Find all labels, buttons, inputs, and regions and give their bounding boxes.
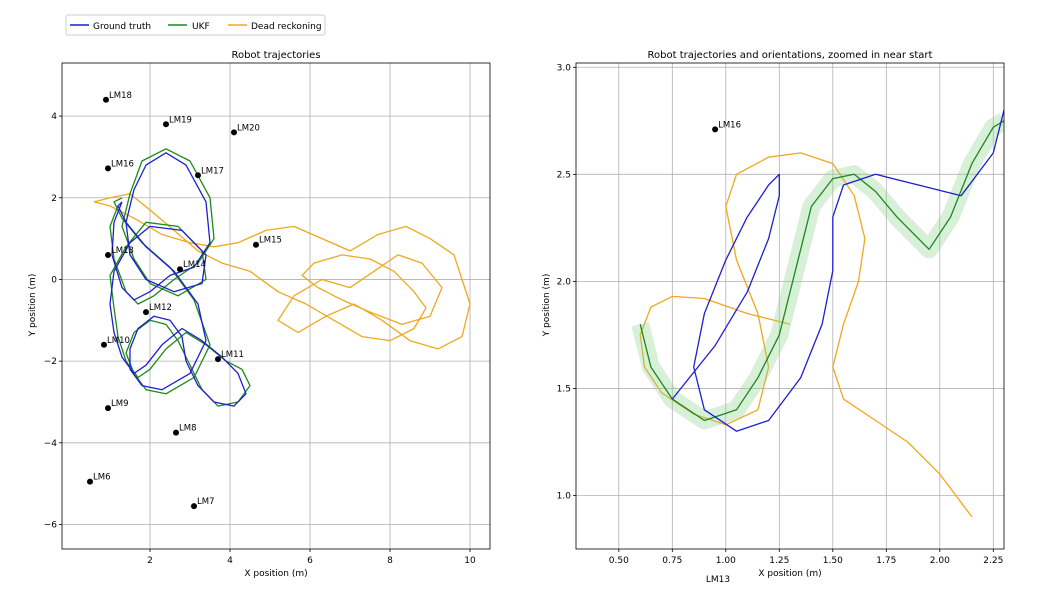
chart-left: Robot trajectories X position (m) Y posi… [28, 50, 491, 579]
chart-left-landmark-label-lm14: LM14 [183, 260, 206, 270]
chart-right-x-tick-label: 1.25 [769, 556, 789, 566]
chart-right-y-tick-label: 2.0 [557, 277, 572, 287]
chart-right-x-tick-label: 0.75 [662, 556, 682, 566]
chart-left-axes-frame [61, 62, 491, 550]
chart-right-axes-frame [575, 62, 1005, 550]
chart-left-landmark-lm8 [173, 429, 179, 436]
legend-label-dead-reckoning: Dead reckoning [251, 22, 322, 32]
legend-label-ukf: UKF [192, 22, 210, 32]
chart-left-landmark-label-lm10: LM10 [107, 336, 130, 346]
chart-left-landmark-label-lm15: LM15 [259, 236, 282, 246]
chart-right-x-axis-label: X position (m) [758, 569, 821, 579]
landmark-label-lm13-outside: LM13 [706, 575, 730, 585]
chart-left-y-tick-label: 4 [51, 112, 57, 122]
chart-right-y-tick-label: 3.0 [557, 63, 572, 73]
chart-left-landmark-lm16 [105, 165, 111, 172]
chart-left-landmark-lm13 [105, 251, 111, 258]
chart-left-y-tick-label: −2 [44, 357, 57, 367]
chart-left-landmark-lm19 [163, 121, 169, 128]
chart-left-landmark-lm12 [143, 309, 149, 316]
chart-left-y-tick-label: 2 [51, 194, 57, 204]
chart-right-y-tick-label: 2.5 [557, 170, 571, 180]
chart-left-plot-area [93, 148, 471, 407]
chart-left-landmark-label-lm12: LM12 [149, 303, 172, 313]
chart-left-landmark-lm7 [191, 503, 197, 510]
chart-left-landmark-label-lm11: LM11 [221, 350, 244, 360]
chart-right-series-ukf-uncertainty-band [631, 113, 1004, 430]
chart-left-y-tick-label: −6 [44, 520, 58, 530]
chart-left-landmark-lm14 [177, 266, 183, 273]
chart-right-x-tick-label: 1.75 [876, 556, 896, 566]
chart-right-y-tick-label: 1.5 [557, 384, 571, 394]
legend-label-ground-truth: Ground truth [93, 22, 151, 32]
chart-left-landmark-lm17 [195, 172, 201, 179]
chart-right-series-ukf [639, 120, 1004, 422]
chart-left-landmark-lm11 [215, 356, 221, 363]
chart-right-y-tick-label: 1.0 [557, 491, 572, 501]
chart-left-x-tick-label: 6 [307, 556, 313, 566]
chart-right-series-dead-reckoning [639, 152, 973, 518]
chart-right-landmark-lm16 [712, 126, 719, 133]
chart-left-x-tick-label: 10 [464, 556, 476, 566]
chart-left-series-ukf [109, 148, 251, 407]
legend: Ground truth UKF Dead reckoning [65, 14, 326, 36]
chart-right-series-ground-truth [671, 109, 1004, 432]
chart-left-landmark-lm6 [87, 478, 93, 485]
chart-right-landmark-label-lm16: LM16 [718, 120, 741, 130]
chart-right-title: Robot trajectories and orientations, zoo… [648, 50, 933, 61]
chart-left-landmark-label-lm18: LM18 [109, 91, 132, 101]
chart-left-landmark-lm15 [253, 241, 259, 248]
chart-left-landmark-label-lm7: LM7 [197, 497, 214, 507]
chart-left-y-tick-label: −4 [44, 439, 58, 449]
chart-left-x-tick-label: 4 [227, 556, 233, 566]
chart-left-landmark-label-lm19: LM19 [169, 115, 192, 125]
chart-right-y-axis-label: Y position (m) [542, 274, 552, 338]
chart-left-landmark-lm18 [103, 96, 109, 103]
chart-left-y-tick-label: 0 [51, 275, 57, 285]
chart-left-landmark-label-lm20: LM20 [237, 123, 260, 133]
chart-left-landmark-label-lm6: LM6 [93, 473, 110, 483]
chart-right-x-tick-label: 1.00 [716, 556, 736, 566]
chart-right-plot-area [631, 109, 1004, 518]
chart-left-series-ground-truth [109, 152, 247, 407]
chart-left-landmark-label-lm13: LM13 [111, 246, 134, 256]
chart-left-x-axis-label: X position (m) [244, 569, 307, 579]
chart-left-landmark-label-lm17: LM17 [201, 166, 224, 176]
chart-left-landmark-label-lm9: LM9 [111, 399, 128, 409]
chart-left-landmark-lm9 [105, 405, 111, 412]
chart-left-title: Robot trajectories [231, 50, 320, 61]
chart-left-x-tick-label: 8 [387, 556, 393, 566]
chart-left-landmark-lm20 [231, 129, 237, 136]
legend-box [65, 14, 326, 36]
chart-left-series-dead-reckoning [93, 193, 471, 350]
chart-left-landmark-lm10 [101, 341, 107, 348]
chart-right-x-tick-label: 0.50 [609, 556, 629, 566]
chart-right-x-tick-label: 2.25 [983, 556, 1003, 566]
chart-left-landmark-label-lm16: LM16 [111, 159, 134, 169]
chart-right-x-tick-label: 2.00 [930, 556, 950, 566]
chart-left-x-tick-label: 2 [147, 556, 153, 566]
chart-left-y-axis-label: Y position (m) [28, 274, 38, 338]
chart-right: Robot trajectories and orientations, zoo… [542, 50, 1005, 585]
chart-left-landmark-label-lm8: LM8 [179, 424, 196, 434]
chart-right-x-tick-label: 1.50 [823, 556, 843, 566]
